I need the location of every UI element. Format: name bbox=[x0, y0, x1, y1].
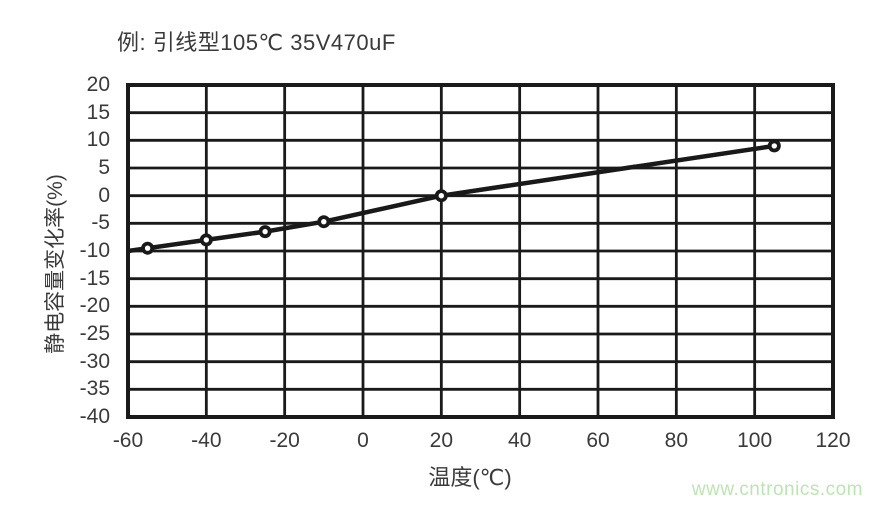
data-point-marker bbox=[767, 139, 781, 153]
y-tick-label: 0 bbox=[98, 183, 110, 207]
y-tick-label: 10 bbox=[86, 128, 110, 152]
y-tick-label: -25 bbox=[79, 322, 110, 345]
x-tick-label: 0 bbox=[357, 429, 369, 452]
watermark-text: www.cntronics.com bbox=[691, 479, 863, 500]
x-tick-label: -40 bbox=[191, 429, 222, 452]
data-point-marker bbox=[317, 215, 331, 229]
y-tick-label: -20 bbox=[79, 294, 110, 318]
x-tick-label: 20 bbox=[429, 429, 453, 452]
x-axis-title: 温度(℃) bbox=[428, 465, 512, 490]
y-tick-label: -40 bbox=[79, 405, 110, 428]
x-tick-label: 120 bbox=[815, 429, 851, 452]
x-tick-label: 80 bbox=[664, 429, 688, 452]
y-tick-label: -10 bbox=[79, 239, 110, 262]
x-tick-label: 100 bbox=[737, 429, 773, 452]
y-tick-label: 15 bbox=[86, 100, 110, 124]
plot-area bbox=[126, 83, 835, 419]
data-point-marker bbox=[434, 189, 448, 203]
data-point-marker bbox=[141, 241, 155, 255]
y-tick-label: -5 bbox=[91, 211, 110, 235]
data-point-marker bbox=[258, 225, 272, 239]
y-tick-label: -30 bbox=[79, 349, 110, 373]
x-tick-label: -60 bbox=[112, 429, 144, 452]
data-point-marker bbox=[199, 233, 213, 247]
x-tick-label: 60 bbox=[586, 429, 610, 452]
x-tick-label: -20 bbox=[269, 429, 300, 452]
y-tick-label: -35 bbox=[79, 377, 110, 401]
chart-title: 例: 引线型105℃ 35V470uF bbox=[117, 30, 396, 55]
x-tick-label: 40 bbox=[507, 429, 532, 452]
y-tick-label: -15 bbox=[79, 266, 110, 290]
y-tick-label: 5 bbox=[98, 156, 110, 179]
y-tick-label: 20 bbox=[86, 73, 110, 96]
